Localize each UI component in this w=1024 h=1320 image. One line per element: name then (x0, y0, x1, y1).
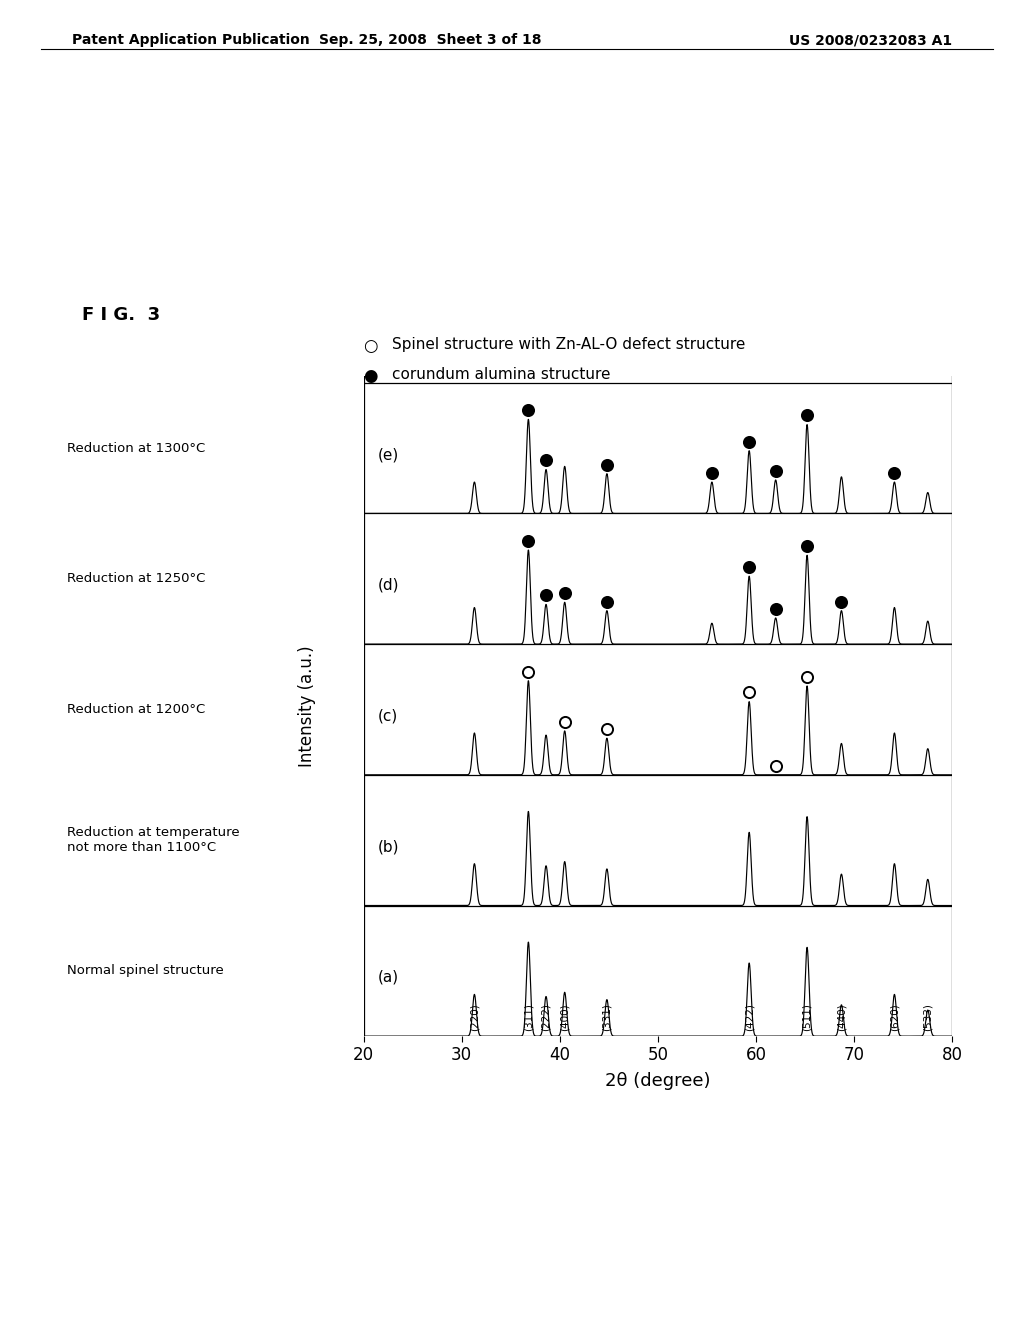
Text: Normal spinel structure: Normal spinel structure (67, 965, 223, 977)
Text: (422): (422) (744, 1003, 755, 1031)
Text: Reduction at 1200°C: Reduction at 1200°C (67, 704, 205, 715)
Text: (311): (311) (523, 1003, 534, 1031)
Text: (d): (d) (378, 578, 399, 593)
Text: Intensity (a.u.): Intensity (a.u.) (298, 645, 316, 767)
Text: (440): (440) (837, 1003, 847, 1031)
Text: Spinel structure with Zn-AL-O defect structure: Spinel structure with Zn-AL-O defect str… (392, 337, 745, 351)
Text: (620): (620) (890, 1003, 899, 1031)
Text: F I G.  3: F I G. 3 (82, 306, 160, 325)
Text: ●: ● (364, 367, 378, 385)
Text: Reduction at 1300°C: Reduction at 1300°C (67, 442, 205, 454)
Text: Patent Application Publication: Patent Application Publication (72, 33, 309, 48)
Text: (400): (400) (560, 1003, 569, 1031)
Text: (331): (331) (602, 1003, 612, 1031)
Text: (222): (222) (541, 1003, 551, 1031)
Text: Sep. 25, 2008  Sheet 3 of 18: Sep. 25, 2008 Sheet 3 of 18 (318, 33, 542, 48)
Text: (a): (a) (378, 970, 399, 985)
Text: (e): (e) (378, 447, 399, 462)
Text: (b): (b) (378, 840, 399, 854)
X-axis label: 2θ (degree): 2θ (degree) (605, 1072, 711, 1090)
Text: (511): (511) (802, 1003, 812, 1031)
Text: Reduction at 1250°C: Reduction at 1250°C (67, 573, 205, 585)
Text: (220): (220) (469, 1003, 479, 1031)
Text: corundum alumina structure: corundum alumina structure (392, 367, 610, 381)
Text: ○: ○ (364, 337, 378, 355)
Text: Reduction at temperature
not more than 1100°C: Reduction at temperature not more than 1… (67, 826, 240, 854)
Text: US 2008/0232083 A1: US 2008/0232083 A1 (790, 33, 952, 48)
Text: (c): (c) (378, 709, 398, 723)
Text: (533): (533) (923, 1003, 933, 1031)
